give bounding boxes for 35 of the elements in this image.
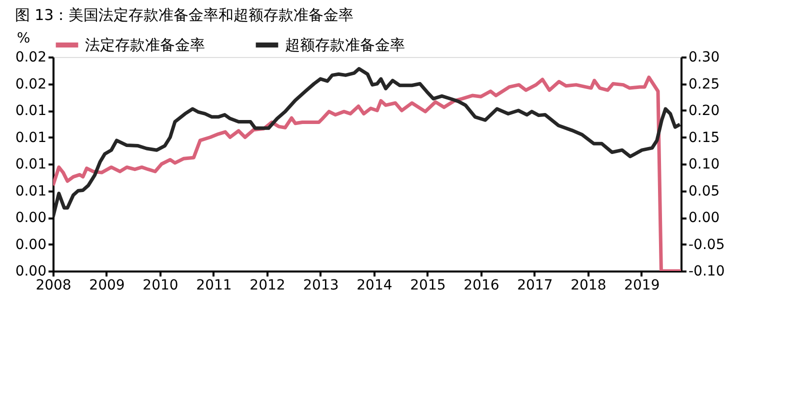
y-tick-label: 0.00 [15,210,46,226]
y-tick-label: 0.01 [15,130,46,146]
y2-tick-label: 0.25 [688,76,720,92]
x-tick-label: 2017 [517,278,553,294]
y2-tick-label: -0.05 [688,236,725,253]
x-tick-label: 2015 [410,278,446,294]
y2-tick-label: 0.20 [688,103,720,119]
y-tick-label: 0.02 [15,76,46,92]
x-tick-label: 2016 [464,278,500,294]
y2-tick-label: 0.30 [688,50,720,66]
x-tick-label: 2012 [250,278,286,294]
x-tick-label: 2013 [303,278,339,294]
line-series [53,67,681,219]
y-axis-title: % [16,30,30,46]
x-tick-label: 2009 [89,278,125,294]
x-tick-label: 2010 [142,278,178,294]
y2-tick-label: 0.15 [688,130,720,146]
x-tick-label: 2014 [356,278,392,294]
y2-tick-label: 0.10 [688,156,720,172]
x-tick-label: 2019 [624,278,660,294]
x-tick-label: 2018 [570,278,606,294]
x-tick-label: 2011 [196,278,232,294]
y2-tick-label: 0.00 [688,210,720,226]
y-tick-label: 0.02 [15,50,46,66]
y-tick-label: 0.00 [15,264,46,280]
y2-tick-label: -0.10 [688,264,725,280]
legend-label: 超额存款准备金率 [285,36,405,54]
x-tick-label: 2008 [36,278,72,294]
legend-label: 法定存款准备金率 [85,36,205,54]
y-tick-label: 0.01 [15,103,46,119]
chart-title: 图 13：美国法定存款准备金率和超额存款准备金率 [14,6,354,24]
y-tick-label: 0.01 [15,183,46,200]
y-tick-label: 0.01 [15,156,46,172]
y-tick-label: 0.00 [15,236,46,253]
y2-tick-label: 0.05 [688,183,720,200]
